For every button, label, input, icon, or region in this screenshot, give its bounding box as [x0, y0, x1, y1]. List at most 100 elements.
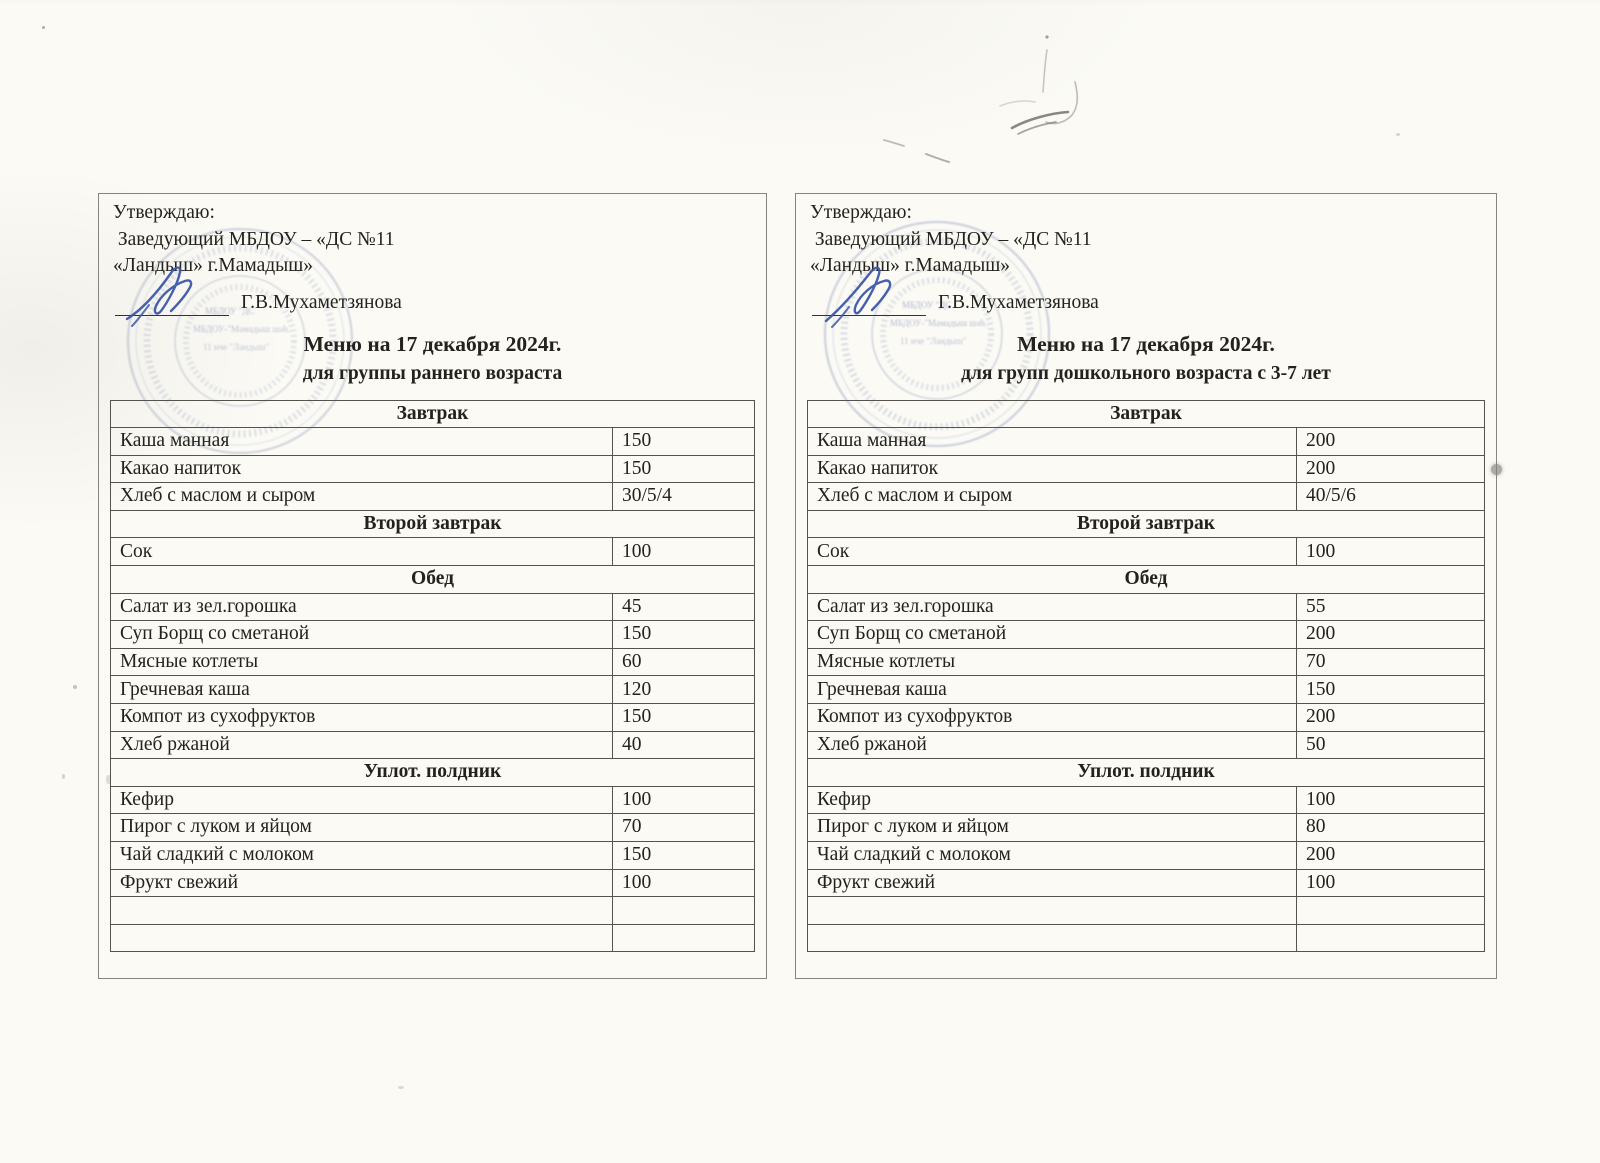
scan-speck [62, 774, 65, 779]
dish-name-cell: Гречневая каша [110, 675, 613, 705]
meal-section-label: Уплот. полдник [807, 758, 1485, 787]
dish-name-cell: Каша манная [110, 427, 613, 456]
dish-name-cell: Фрукт свежий [807, 868, 1297, 898]
portion-size-cell: 200 [1296, 620, 1485, 649]
menu-item-row: Гречневая каша 120 [110, 675, 755, 705]
approval-line: Утверждаю: [810, 202, 912, 223]
portion-size-cell: 100 [612, 537, 755, 567]
dish-name-cell: Чай сладкий с молоком [807, 841, 1297, 870]
menu-item-row: Кефир 100 [807, 785, 1485, 815]
portion-size-cell [1296, 923, 1485, 953]
meal-section-label: Уплот. полдник [110, 758, 755, 787]
meal-section-row: Завтрак [110, 399, 755, 429]
dish-name-cell: Компот из сухофруктов [110, 703, 613, 732]
signature-underline [812, 293, 926, 316]
portion-size-cell: 200 [1296, 703, 1485, 732]
dish-name-cell: Хлеб ржаной [110, 730, 613, 760]
signer-name: Г.В.Мухаметзянова [938, 291, 1099, 313]
approval-header: Утверждаю: Заведующий МБДОУ – «ДС №11 «Л… [796, 194, 1496, 328]
dish-name-cell: Какао напиток [807, 454, 1297, 484]
meal-section-label: Обед [110, 565, 755, 594]
meal-section-label: Обед [807, 565, 1485, 594]
dish-name-cell: Салат из зел.горошка [110, 592, 613, 622]
portion-size-cell: 70 [1296, 647, 1485, 677]
menu-item-row: Компот из сухофруктов 200 [807, 703, 1485, 732]
menu-item-row: Пирог с луком и яйцом 80 [807, 813, 1485, 842]
portion-size-cell: 70 [612, 813, 755, 842]
menu-item-row: Фрукт свежий 100 [807, 868, 1485, 898]
approval-line: Утверждаю: [113, 202, 215, 223]
menu-table-early-age: Завтрак Каша манная 150 Какао напиток 150 Хле… [110, 399, 755, 953]
dish-name-cell: Компот из сухофруктов [807, 703, 1297, 732]
empty-row [807, 923, 1485, 953]
menu-item-row: Мясные котлеты 70 [807, 647, 1485, 677]
dish-name-cell [110, 896, 613, 925]
portion-size-cell: 150 [612, 427, 755, 456]
menu-item-row: Хлеб с маслом и сыром 40/5/6 [807, 482, 1485, 511]
empty-row [807, 896, 1485, 925]
pencil-scribble-marks [883, 35, 1079, 163]
menu-item-row: Хлеб ржаной 40 [110, 730, 755, 760]
portion-size-cell: 100 [1296, 868, 1485, 898]
menu-subtitle: для группы раннего возраста [302, 362, 563, 384]
signature-row: Г.В.Мухаметзянова [113, 265, 752, 327]
meal-section-row: Уплот. полдник [807, 758, 1485, 787]
scan-speck [42, 26, 45, 29]
portion-size-cell: 150 [1296, 675, 1485, 705]
menu-item-row: Гречневая каша 150 [807, 675, 1485, 705]
portion-size-cell: 55 [1296, 592, 1485, 622]
menu-item-row: Мясные котлеты 60 [110, 647, 755, 677]
dish-name-cell: Салат из зел.горошка [807, 592, 1297, 622]
scan-speck [73, 685, 77, 689]
meal-section-label: Завтрак [110, 399, 755, 429]
portion-size-cell [1296, 896, 1485, 925]
dish-name-cell: Хлеб с маслом и сыром [110, 482, 613, 511]
portion-size-cell: 150 [612, 703, 755, 732]
dish-name-cell: Гречневая каша [807, 675, 1297, 705]
dish-name-cell: Какао напиток [110, 454, 613, 484]
menu-item-row: Сок 100 [110, 537, 755, 567]
dish-name-cell: Хлеб с маслом и сыром [807, 482, 1297, 511]
menu-item-row: Каша манная 150 [110, 427, 755, 456]
empty-row [110, 923, 755, 953]
dish-name-cell: Кефир [807, 785, 1297, 815]
portion-size-cell [612, 896, 755, 925]
portion-size-cell: 150 [612, 454, 755, 484]
portion-size-cell: 50 [1296, 730, 1485, 760]
portion-size-cell: 100 [612, 868, 755, 898]
menu-item-row: Чай сладкий с молоком 150 [110, 841, 755, 870]
dish-name-cell: Пирог с луком и яйцом [807, 813, 1297, 842]
portion-size-cell: 100 [1296, 785, 1485, 815]
menu-item-row: Какао напиток 200 [807, 454, 1485, 484]
portion-size-cell: 80 [1296, 813, 1485, 842]
approval-line: Заведующий МБДОУ – «ДС №11 [113, 228, 395, 250]
menu-item-row: Суп Борщ со сметаной 150 [110, 620, 755, 649]
dish-name-cell: Мясные котлеты [807, 647, 1297, 677]
dish-name-cell: Кефир [110, 785, 613, 815]
portion-size-cell: 60 [612, 647, 755, 677]
menu-item-row: Сок 100 [807, 537, 1485, 567]
menu-item-row: Какао напиток 150 [110, 454, 755, 484]
portion-size-cell [612, 923, 755, 953]
dish-name-cell: Пирог с луком и яйцом [110, 813, 613, 842]
portion-size-cell: 150 [612, 620, 755, 649]
portion-size-cell: 120 [612, 675, 755, 705]
dish-name-cell: Сок [110, 537, 613, 567]
approval-line: Заведующий МБДОУ – «ДС №11 [810, 228, 1092, 250]
empty-row [110, 896, 755, 925]
menu-panel-early-age: МБДОУ "ДС МБДОУ-"Мамадыш шәһ. 11 нче "Ла… [98, 193, 767, 979]
menu-title: Меню на 17 декабря 2024г. [303, 331, 562, 356]
menu-panel-preschool: МБДОУ "ДС МБДОУ-"Мамадыш шәһ. 11 нче "Ла… [795, 193, 1497, 979]
menu-item-row: Хлеб ржаной 50 [807, 730, 1485, 760]
meal-section-row: Второй завтрак [110, 509, 755, 539]
menu-item-row: Салат из зел.горошка 45 [110, 592, 755, 622]
dish-name-cell: Мясные котлеты [110, 647, 613, 677]
dish-name-cell: Суп Борщ со сметаной [110, 620, 613, 649]
menu-title: Меню на 17 декабря 2024г. [1017, 331, 1275, 356]
menu-item-row: Фрукт свежий 100 [110, 868, 755, 898]
dish-name-cell: Фрукт свежий [110, 868, 613, 898]
meal-section-label: Завтрак [807, 399, 1485, 429]
dish-name-cell [807, 923, 1297, 953]
portion-size-cell: 100 [612, 785, 755, 815]
meal-section-row: Второй завтрак [807, 509, 1485, 539]
